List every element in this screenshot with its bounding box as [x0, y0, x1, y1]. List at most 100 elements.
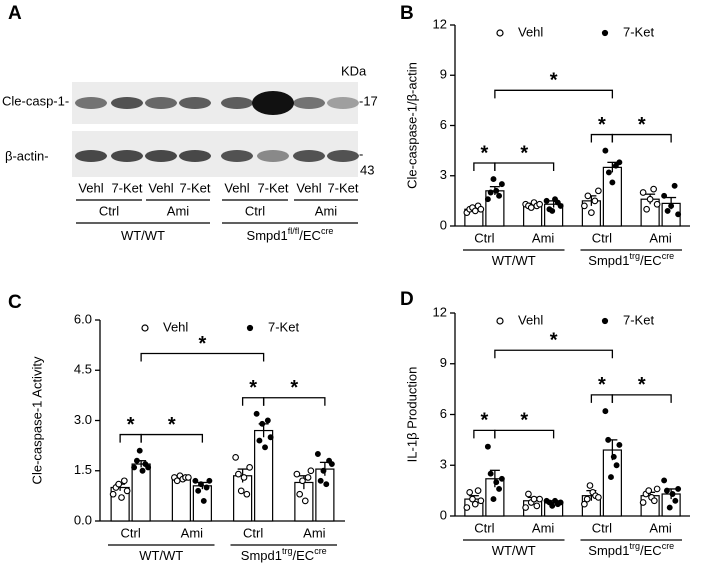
- data-point: [549, 502, 556, 509]
- data-point: [314, 451, 321, 457]
- data-point: [581, 500, 588, 508]
- legend-marker: [496, 317, 504, 325]
- superscript: trg: [630, 541, 641, 551]
- genotype-text: WT/WT: [492, 543, 536, 558]
- y-axis-label: Cle-caspase-1/β-actin: [404, 62, 419, 189]
- data-point: [484, 196, 491, 203]
- significance-label: *: [638, 374, 646, 396]
- y-tick-label: 3: [440, 457, 447, 472]
- genotype-text: /EC: [299, 228, 321, 243]
- data-point: [490, 176, 497, 183]
- y-tick-label: 0.0: [74, 512, 92, 527]
- data-point: [317, 477, 324, 484]
- marker-label: 43: [360, 162, 374, 177]
- data-point: [307, 467, 315, 475]
- y-axis-label: Cle-caspase-1 Activity: [29, 356, 44, 484]
- data-point: [557, 499, 564, 506]
- legend-marker: [141, 324, 149, 332]
- data-point: [477, 497, 485, 505]
- bar: [602, 166, 622, 227]
- data-point: [669, 491, 676, 497]
- data-point: [671, 182, 678, 189]
- lane-label: 7-Ket: [111, 180, 142, 195]
- data-point: [323, 481, 330, 488]
- genotype-text: Smpd1: [241, 548, 282, 563]
- data-point: [232, 454, 239, 461]
- data-point: [616, 159, 623, 166]
- data-point: [246, 464, 253, 471]
- significance-bracket: [262, 397, 326, 406]
- x-tick-label: Ami: [181, 525, 204, 540]
- legend-label: Vehl: [518, 24, 543, 39]
- significance-bracket: [494, 349, 614, 359]
- unit-label: KDa: [341, 63, 367, 78]
- data-point: [536, 200, 543, 208]
- data-point: [675, 485, 682, 492]
- legend-marker: [246, 324, 254, 332]
- data-point: [661, 192, 668, 199]
- data-point: [267, 434, 274, 441]
- data-point: [646, 195, 654, 203]
- blot-band: [221, 150, 253, 162]
- significance-bracket: [140, 433, 204, 443]
- data-point: [203, 484, 210, 491]
- data-point: [493, 187, 500, 194]
- bar: [254, 429, 274, 522]
- data-point: [262, 444, 268, 451]
- lane-label: 7-Ket: [179, 180, 210, 195]
- data-point: [584, 192, 592, 200]
- data-point: [605, 169, 612, 176]
- data-point: [131, 464, 138, 471]
- legend-marker: [601, 29, 609, 37]
- bar: [233, 475, 253, 522]
- data-point: [328, 461, 335, 467]
- genotype-text: WT/WT: [121, 228, 165, 243]
- y-tick-label: 1.5: [74, 462, 92, 477]
- blot-band: [252, 91, 294, 115]
- data-point: [602, 408, 609, 415]
- genotype-text: /EC: [640, 253, 662, 268]
- data-point: [109, 490, 117, 498]
- data-point: [602, 147, 609, 154]
- genotype-label: Smpd1fl/fl/ECcre: [247, 226, 334, 243]
- genotype-label: WT/WT: [139, 548, 183, 563]
- data-point: [661, 477, 668, 484]
- significance-label: *: [550, 70, 558, 92]
- data-point: [639, 189, 647, 196]
- blot-band: [75, 97, 107, 109]
- significance-bracket: [494, 89, 614, 99]
- superscript: trg: [630, 251, 641, 261]
- data-point: [133, 457, 140, 464]
- data-point: [145, 464, 152, 471]
- marker-label: -17: [359, 93, 378, 108]
- y-tick-label: 0: [440, 217, 447, 232]
- data-point: [496, 192, 503, 199]
- data-point: [525, 490, 532, 498]
- panel-label: A: [8, 3, 22, 24]
- significance-bracket: [494, 429, 555, 439]
- group-label: Ami: [315, 203, 338, 218]
- lane-label: Vehl: [78, 180, 103, 195]
- genotype-label: Smpd1trg/ECcre: [588, 251, 674, 268]
- x-tick-label: Ami: [649, 230, 672, 245]
- genotype-label: Smpd1trg/ECcre: [241, 546, 327, 563]
- significance-label: *: [198, 333, 206, 355]
- data-point: [650, 497, 658, 505]
- significance-bracket: [140, 352, 265, 362]
- genotype-text: /EC: [293, 548, 315, 563]
- significance-label: *: [480, 410, 488, 432]
- genotype-text: /EC: [640, 543, 662, 558]
- group-label: Ctrl: [99, 203, 119, 218]
- x-tick-label: Ctrl: [121, 525, 141, 540]
- lane-label: Vehl: [224, 180, 249, 195]
- data-point: [643, 205, 650, 213]
- data-point: [487, 470, 494, 477]
- significance-label: *: [598, 114, 606, 136]
- data-point: [253, 410, 260, 417]
- x-tick-label: Ctrl: [592, 520, 612, 535]
- data-point: [243, 490, 251, 498]
- significance-label: *: [290, 377, 298, 399]
- data-point: [616, 442, 623, 448]
- data-point: [474, 487, 482, 494]
